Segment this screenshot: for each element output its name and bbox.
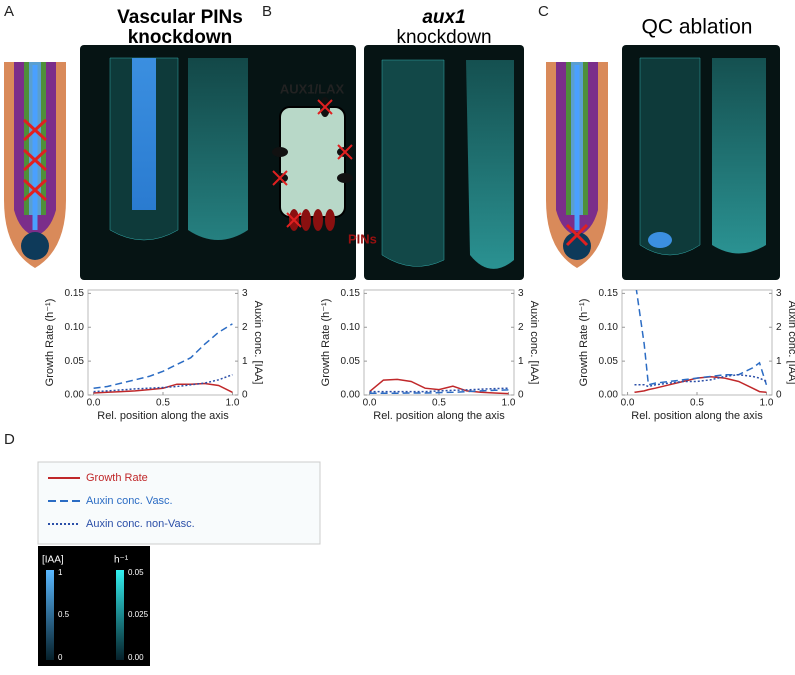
root-schematic	[4, 62, 66, 268]
y2-tick-label: 2	[776, 322, 782, 333]
colorbar-label: [IAA]	[42, 555, 64, 566]
y-tick-label: 0.00	[341, 390, 361, 401]
legend-label: Auxin conc. non-Vasc.	[86, 518, 195, 530]
simulation-image	[364, 45, 524, 280]
series-line	[635, 290, 768, 386]
y-tick-label: 0.15	[599, 288, 619, 299]
y-tick-label: 0.15	[341, 288, 361, 299]
series-line	[93, 373, 233, 393]
x-axis-label: Rel. position along the axis	[373, 410, 505, 422]
plot-area	[363, 289, 515, 396]
series-line	[93, 323, 233, 389]
y2-tick-label: 0	[776, 390, 782, 401]
y2-tick-label: 3	[518, 288, 524, 299]
legend-label: Growth Rate	[86, 472, 148, 484]
y2-tick-label: 2	[518, 322, 524, 333]
legend-label: Auxin conc. Vasc.	[86, 495, 173, 507]
y2-axis-label: Auxin conc. [IAA]	[252, 301, 264, 385]
panel-title: QC ablation	[642, 16, 753, 39]
panel-title: aux1	[422, 7, 465, 28]
legend: Growth Rate Auxin conc. Vasc. Auxin conc…	[37, 461, 321, 545]
colorbar-tick: 0.025	[128, 610, 149, 619]
x-tick-label: 0.5	[156, 398, 170, 409]
colorbar-tick: 0.05	[128, 568, 144, 577]
y2-axis-label: Auxin conc. [IAA]	[528, 301, 540, 385]
y-tick-label: 0.10	[341, 322, 361, 333]
x-axis-label: Rel. position along the axis	[631, 410, 763, 422]
panel-label: C	[538, 3, 549, 20]
colorbar-tick: 1	[58, 568, 63, 577]
simulation-image	[622, 45, 780, 280]
root-schematic	[546, 62, 608, 268]
x-tick-label: 1.0	[501, 398, 515, 409]
x-tick-label: 0.0	[621, 398, 635, 409]
x-axis-label: Rel. position along the axis	[97, 410, 229, 422]
cell-label: PINs	[348, 231, 377, 246]
colorbar-tick: 0.00	[128, 653, 144, 662]
x-tick-label: 0.0	[87, 398, 101, 409]
y2-tick-label: 2	[242, 322, 248, 333]
panel-title: knockdown	[396, 27, 491, 48]
colorbar-panel: [IAA] 1 0.5 0 h⁻¹ 0.05 0.025 0.00	[38, 546, 150, 666]
y-tick-label: 0.10	[599, 322, 619, 333]
y2-tick-label: 0	[242, 390, 248, 401]
y-axis-label: Growth Rate (h⁻¹)	[44, 299, 56, 387]
series-line	[369, 387, 509, 393]
panel-title: Vascular PINs	[117, 7, 243, 28]
panel-label: B	[262, 3, 272, 20]
series-line	[369, 378, 509, 395]
panel-title: knockdown	[128, 27, 233, 48]
colorbar-tick: 0.5	[58, 610, 70, 619]
series-line	[369, 389, 509, 395]
panel-label: D	[4, 431, 15, 448]
y2-axis-label: Auxin conc. [IAA]	[786, 301, 795, 385]
y2-tick-label: 3	[242, 288, 248, 299]
y2-tick-label: 1	[518, 356, 524, 367]
plot-area	[87, 289, 239, 396]
simulation-image	[80, 45, 356, 280]
x-tick-label: 1.0	[225, 398, 239, 409]
y-tick-label: 0.05	[341, 356, 361, 367]
x-tick-label: 0.5	[690, 398, 704, 409]
y2-tick-label: 0	[518, 390, 524, 401]
panel-label: A	[4, 3, 14, 20]
y2-tick-label: 1	[776, 356, 782, 367]
y-axis-label: Growth Rate (h⁻¹)	[578, 299, 590, 387]
y-axis-label: Growth Rate (h⁻¹)	[320, 299, 332, 387]
y-tick-label: 0.05	[599, 356, 619, 367]
y-tick-label: 0.10	[65, 322, 85, 333]
cell-diagram: AUX1/LAX PINs	[272, 81, 377, 246]
y2-tick-label: 3	[776, 288, 782, 299]
colorbar-tick: 0	[58, 653, 63, 662]
y2-tick-label: 1	[242, 356, 248, 367]
x-tick-label: 1.0	[759, 398, 773, 409]
x-tick-label: 0.0	[363, 398, 377, 409]
y-tick-label: 0.00	[599, 390, 619, 401]
cell-label: AUX1/LAX	[280, 81, 345, 96]
y-tick-label: 0.15	[65, 288, 85, 299]
colorbar-label: h⁻¹	[114, 555, 129, 566]
y-tick-label: 0.00	[65, 390, 85, 401]
x-tick-label: 0.5	[432, 398, 446, 409]
y-tick-label: 0.05	[65, 356, 85, 367]
